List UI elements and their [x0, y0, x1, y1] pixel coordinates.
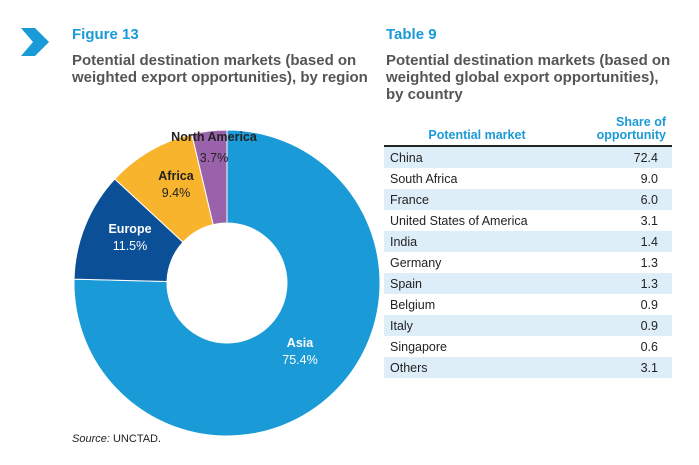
slice-name: Africa [158, 169, 194, 183]
market-cell: Italy [384, 315, 570, 336]
share-cell: 3.1 [640, 213, 658, 228]
slice-name: North America [171, 130, 257, 144]
market-cell: Singapore [390, 339, 447, 354]
market-cell: Spain [384, 273, 570, 294]
market-cell: India [384, 231, 570, 252]
slice-value: 75.4% [282, 353, 318, 367]
table-row: United States of America 3.1 [384, 210, 672, 231]
chevron-right-icon [21, 28, 49, 56]
figure-label: Figure 13 [72, 26, 139, 43]
share-cell: 72.4 [570, 146, 672, 168]
table-row: China 72.4 [384, 146, 672, 168]
slice-name: Asia [286, 336, 314, 350]
slice-name: Europe [108, 222, 152, 236]
table-title: Potential destination markets (based on … [386, 52, 671, 103]
table-label: Table 9 [386, 26, 437, 43]
table-row: Singapore 0.6 [384, 336, 672, 357]
share-cell: 3.1 [570, 357, 672, 378]
market-cell: United States of America [390, 213, 528, 228]
table-row: France 6.0 [384, 189, 672, 210]
source-note: Source: UNCTAD. [72, 433, 162, 445]
slice-label: Africa 9.4% [158, 168, 193, 202]
table-row: Italy 0.9 [384, 315, 672, 336]
share-cell: 1.3 [570, 273, 672, 294]
market-cell: Belgium [390, 297, 436, 312]
share-cell: 0.9 [640, 297, 658, 312]
slice-label: Europe 11.5% [108, 221, 151, 255]
market-cell: France [384, 189, 570, 210]
slice-label: Asia 75.4% [282, 335, 317, 369]
table-row: South Africa 9.0 [384, 168, 672, 189]
market-cell: China [384, 146, 570, 168]
share-cell: 0.6 [640, 339, 658, 354]
slice-asia [73, 129, 381, 437]
slice-value: 9.4% [161, 186, 191, 200]
figure-title: Potential destination markets (based on … [72, 52, 368, 86]
table-row: Germany 1.3 [384, 252, 672, 273]
slice-value: 11.5% [112, 239, 148, 253]
header-share: Share of opportunity [596, 115, 666, 142]
market-cell: Others [384, 357, 570, 378]
header-market: Potential market [428, 128, 526, 142]
slice-value: 3.7% [199, 151, 229, 165]
slice-label: North America 3.7% [171, 130, 257, 187]
share-cell: 1.4 [570, 231, 672, 252]
share-cell: 1.3 [640, 255, 658, 270]
table-row: Spain 1.3 [384, 273, 672, 294]
share-cell: 9.0 [640, 171, 658, 186]
market-cell: South Africa [390, 171, 458, 186]
table-row: India 1.4 [384, 231, 672, 252]
share-cell: 6.0 [570, 189, 672, 210]
market-cell: Germany [390, 255, 442, 270]
table-row: Belgium 0.9 [384, 294, 672, 315]
slice-north-america [191, 129, 228, 226]
markets-table: Potential market Share of opportunity Chi… [384, 116, 672, 378]
table-row: Others 3.1 [384, 357, 672, 378]
share-cell: 0.9 [570, 315, 672, 336]
